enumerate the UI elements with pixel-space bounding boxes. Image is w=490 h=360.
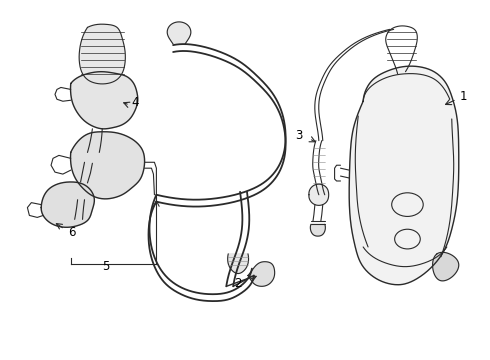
- Polygon shape: [228, 254, 248, 274]
- Polygon shape: [310, 224, 325, 236]
- Text: 3: 3: [295, 129, 303, 142]
- Text: 1: 1: [460, 90, 467, 103]
- Text: 4: 4: [132, 96, 139, 109]
- Polygon shape: [309, 184, 329, 205]
- Text: 5: 5: [102, 260, 110, 273]
- Polygon shape: [167, 22, 191, 44]
- Polygon shape: [71, 132, 145, 199]
- Polygon shape: [349, 66, 459, 285]
- Text: 2: 2: [234, 277, 242, 290]
- Polygon shape: [71, 72, 138, 129]
- Text: 6: 6: [68, 226, 75, 239]
- Polygon shape: [41, 182, 95, 227]
- Polygon shape: [79, 24, 125, 84]
- Polygon shape: [248, 262, 275, 286]
- Polygon shape: [433, 252, 459, 281]
